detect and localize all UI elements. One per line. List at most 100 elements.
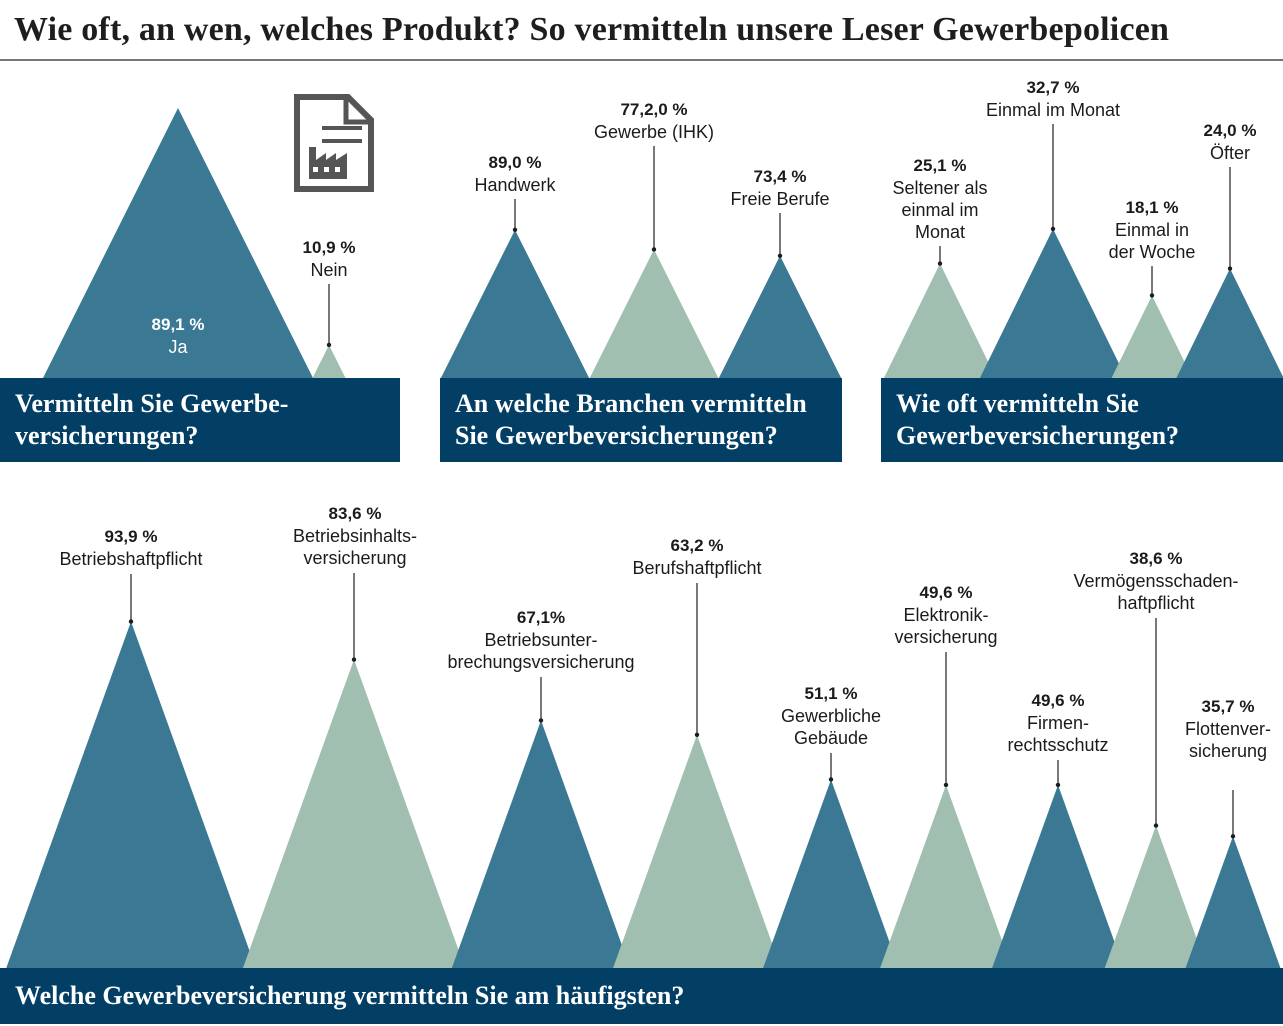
leader-dot-nein (326, 342, 332, 348)
leader-dot-berufshaftpflicht (694, 732, 700, 737)
category-label-seltener-line-3: Monat (914, 222, 966, 242)
leader-dot-betriebsunterbrechung (538, 718, 544, 723)
value-label-gewerbe-ihk: 77,2,0 % (620, 100, 688, 119)
value-label-betriebshaftpflicht: 93,9 % (104, 527, 158, 546)
leader-dot-oefter (1227, 266, 1233, 271)
label-firmenrechtsschutz: 49,6 % Firmen- rechtsschutz (1007, 690, 1108, 756)
leader-dot-firmenrechtsschutz (1055, 782, 1061, 788)
value-label-handwerk: 89,0 % (488, 153, 542, 172)
triangle-betriebsunterbrechung (451, 720, 631, 968)
triangle-elektronikversicherung (880, 784, 1012, 968)
label-freie-berufe: 73,4 % Freie Berufe (730, 166, 829, 210)
category-label-einmal-im-monat: Einmal im Monat (985, 100, 1121, 120)
document-factory-icon (294, 94, 374, 192)
leader-dot-gewerbliche-gebaeude (828, 777, 834, 782)
label-seltener: 25,1 % Seltener als einmal im Monat (892, 155, 987, 243)
value-label-berufshaftpflicht: 63,2 % (670, 536, 724, 555)
label-vermoegensschadenhaftpflicht: 38,6 % Vermögensschaden- haftpflicht (1073, 548, 1238, 614)
category-label-handwerk: Handwerk (474, 175, 556, 195)
category-label-gebaeude-line-1: Gewerbliche (780, 706, 882, 726)
label-berufshaftpflicht: 63,2 % Berufshaftpflicht (632, 535, 761, 579)
title-rule (0, 59, 1283, 61)
question-box-welche: Welche Gewerbeversicherung vermitteln Si… (0, 968, 1283, 1024)
value-label-betriebsunterbrechung: 67,1% (516, 608, 566, 627)
value-label-oefter: 24,0 % (1203, 121, 1257, 140)
leader-dot-vermoegensschadenhaftpflicht (1153, 823, 1159, 828)
leader-dot-einmal-in-der-woche (1149, 293, 1155, 298)
leader-dot-einmal-im-monat (1050, 226, 1056, 232)
triangle-seltener (883, 263, 997, 378)
leader-dot-elektronikversicherung (943, 782, 949, 788)
question-wie-oft-line-2: Gewerbeversicherungen? (896, 421, 1180, 450)
label-betriebshaftpflicht: 93,9 % Betriebshaftpflicht (59, 526, 202, 570)
page-title: Wie oft, an wen, welches Produkt? So ver… (14, 11, 1170, 48)
category-label-betriebsinhalts-line-1: Betriebsinhalts- (292, 526, 418, 546)
category-label-firmen-line-1: Firmen- (1026, 713, 1089, 733)
triangle-firmenrechtsschutz (992, 784, 1124, 968)
triangle-ja (43, 108, 313, 378)
value-label-flottenversicherung: 35,7 % (1201, 697, 1255, 716)
value-label-seltener: 25,1 % (913, 156, 967, 175)
category-label-nein: Nein (310, 260, 348, 280)
triangle-gewerbliche-gebaeude (763, 779, 899, 968)
question-box-wie-oft: Wie oft vermitteln Sie Gewerbeversicheru… (881, 378, 1283, 462)
label-betriebsinhaltsversicherung: 83,6 % Betriebsinhalts- versicherung (293, 503, 417, 569)
value-label-gewerbliche-gebaeude: 51,1 % (804, 684, 858, 703)
value-label-einmal-im-monat: 32,7 % (1026, 78, 1080, 97)
category-label-betriebsunterbrechung-line-1: Betriebsunter- (484, 630, 598, 650)
label-betriebsunterbrechung: 67,1% Betriebsunter- brechungsversicheru… (447, 607, 634, 673)
category-label-ja: Ja (168, 337, 188, 357)
leader-dot-seltener (937, 261, 943, 266)
category-label-berufshaftpflicht: Berufshaftpflicht (632, 558, 762, 578)
label-handwerk: 89,0 % Handwerk (474, 152, 555, 196)
question-branchen-line-1: An welche Branchen vermitteln (455, 389, 807, 418)
category-label-freie-berufe: Freie Berufe (730, 189, 830, 209)
category-label-betriebsunterbrechung-line-2: brechungsversicherung (447, 652, 635, 672)
value-label-freie-berufe: 73,4 % (753, 167, 807, 186)
triangle-nein (312, 344, 346, 378)
category-label-flotten-line-2: sicherung (1188, 741, 1268, 761)
question-box-vermitteln: Vermitteln Sie Gewerbe- versicherungen? (0, 378, 400, 462)
value-label-betriebsinhaltsversicherung: 83,6 % (328, 504, 382, 523)
category-label-vermoegensschaden-line-1: Vermögensschaden- (1073, 571, 1239, 591)
category-label-gewerbe-ihk: Gewerbe (IHK) (593, 122, 715, 142)
triangle-oefter (1176, 268, 1283, 378)
leader-dot-betriebshaftpflicht (128, 619, 134, 624)
value-label-elektronikversicherung: 49,6 % (919, 583, 973, 602)
question-welche-line-1: Welche Gewerbeversicherung vermitteln Si… (15, 981, 685, 1010)
category-label-betriebsinhalts-line-2: versicherung (303, 548, 407, 568)
leader-dot-flottenversicherung (1230, 834, 1236, 839)
triangle-einmal-in-der-woche (1111, 295, 1193, 378)
category-label-oefter: Öfter (1209, 143, 1250, 163)
label-einmal-in-der-woche: 18,1 % Einmal in der Woche (1109, 197, 1196, 263)
category-label-elektronik-line-2: versicherung (894, 627, 998, 647)
label-oefter: 24,0 % Öfter (1204, 120, 1257, 164)
question-box-branchen: An welche Branchen vermitteln Sie Gewerb… (440, 378, 842, 462)
leader-dot-handwerk (512, 227, 518, 233)
triangle-berufshaftpflicht (613, 734, 781, 968)
value-label-firmenrechtsschutz: 49,6 % (1031, 691, 1085, 710)
triangle-freie-berufe (718, 255, 842, 378)
leader-dot-betriebsinhaltsversicherung (351, 657, 357, 662)
category-label-woche-line-1: Einmal in (1114, 220, 1190, 240)
label-ja: 89,1 % Ja (152, 314, 205, 358)
category-label-gebaeude-line-2: Gebäude (793, 728, 869, 748)
category-label-seltener-line-1: Seltener als (892, 178, 988, 198)
leader-dot-freie-berufe (777, 253, 783, 258)
question-vermitteln-line-1: Vermitteln Sie Gewerbe- (15, 389, 289, 418)
question-vermitteln-line-2: versicherungen? (15, 421, 199, 450)
triangle-einmal-im-monat (979, 228, 1127, 378)
label-flottenversicherung: 35,7 % Flottenver- sicherung (1185, 696, 1271, 762)
triangle-vermoegensschadenhaftpflicht (1104, 825, 1208, 968)
value-label-nein: 10,9 % (302, 238, 356, 257)
category-label-flotten-line-1: Flottenver- (1184, 719, 1272, 739)
value-label-ja: 89,1 % (151, 315, 205, 334)
value-label-einmal-in-der-woche: 18,1 % (1125, 198, 1179, 217)
triangle-betriebsinhaltsversicherung (242, 659, 466, 968)
category-label-vermoegensschaden-line-2: haftpflicht (1117, 593, 1195, 613)
leader-dot-gewerbe-ihk (651, 247, 657, 252)
value-label-vermoegensschadenhaftpflicht: 38,6 % (1129, 549, 1183, 568)
triangle-gewerbe-ihk (589, 249, 719, 378)
category-label-woche-line-2: der Woche (1108, 242, 1196, 262)
